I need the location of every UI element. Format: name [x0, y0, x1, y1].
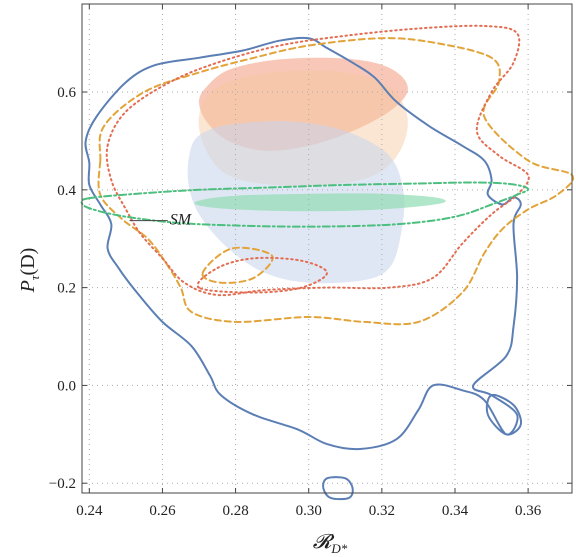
- x-tick-label-3: 0.28: [222, 503, 248, 519]
- y-axis-label-suffix: (D): [17, 248, 39, 276]
- contour-solid-1: [84, 36, 522, 451]
- plot-frame: [81, 3, 573, 494]
- contour-dashed-5: [201, 246, 274, 284]
- x-axis-label-sub: D*: [330, 541, 347, 556]
- x-ticks: 0.24 0.26 0.28 0.30 0.32 0.34 0.36: [76, 4, 542, 519]
- x-tick-label-5: 0.32: [369, 503, 395, 519]
- y-tick-label-1: −0.2: [49, 476, 76, 492]
- x-axis-label: 𝓡D*: [313, 531, 348, 556]
- y-axis-label-sub: τ: [27, 274, 42, 280]
- x-tick-label-7: 0.36: [515, 503, 542, 519]
- x-tick-label-6: 0.34: [442, 503, 469, 519]
- y-axis-label-main: P: [17, 280, 39, 293]
- y-ticks: −0.2 0.0 0.2 0.4 0.6: [49, 85, 572, 492]
- y-tick-label-3: 0.2: [57, 281, 76, 297]
- x-tick-label-1: 0.24: [76, 503, 103, 519]
- filled-regions-layer: [187, 57, 446, 284]
- x-tick-label-2: 0.26: [149, 503, 176, 519]
- annotation-label-1: SM: [170, 212, 193, 229]
- y-tick-label-2: 0.0: [57, 378, 76, 394]
- contour-dotted-6: [105, 24, 530, 297]
- contour-lines-layer: [80, 24, 575, 501]
- y-axis-label: Pτ(D): [17, 248, 42, 294]
- contour-dashed-4: [97, 37, 575, 326]
- annotation-layer: SM: [129, 212, 193, 229]
- x-axis-label-main: 𝓡: [313, 531, 335, 553]
- y-tick-label-4: 0.4: [57, 183, 76, 199]
- y-tick-label-5: 0.6: [57, 85, 76, 101]
- contour-solid-2: [322, 476, 354, 501]
- contour-dotted-7: [196, 256, 328, 294]
- x-tick-label-4: 0.30: [296, 503, 322, 519]
- contour-solid-3: [485, 393, 523, 436]
- contour-dashdot-8: [80, 181, 530, 228]
- filled-region-4: [194, 193, 446, 212]
